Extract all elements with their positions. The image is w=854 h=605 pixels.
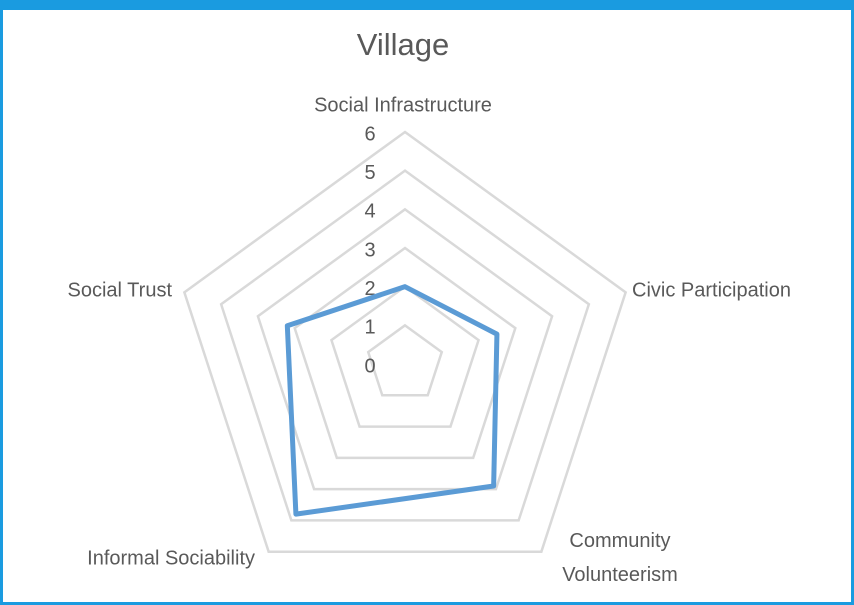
series-line [284,284,500,517]
r-tick-label: 5 [364,162,375,184]
category-label: Informal Sociability [87,547,255,569]
grid-ring [366,323,444,397]
chart: Village 0 1 2 3 4 5 6 Social Infrastructure Civi… [68,27,791,586]
category-label: Social Infrastructure [314,94,492,116]
category-label: Social Trust [68,279,173,301]
r-tick-label: 2 [364,278,375,300]
grid-ring [182,130,628,553]
grid-ring [329,285,481,428]
category-label: Civic Participation [632,279,791,301]
category-label: Community Volunteerism [562,530,678,586]
r-tick-label: 3 [364,239,375,261]
r-tick-label: 6 [364,123,375,145]
r-tick-label: 1 [364,317,375,339]
grid-ring [256,207,554,491]
r-tick-label: 0 [364,355,375,377]
r-tick-label: 4 [364,201,375,223]
chart-title: Village [357,27,450,62]
grid-ring [219,169,591,522]
